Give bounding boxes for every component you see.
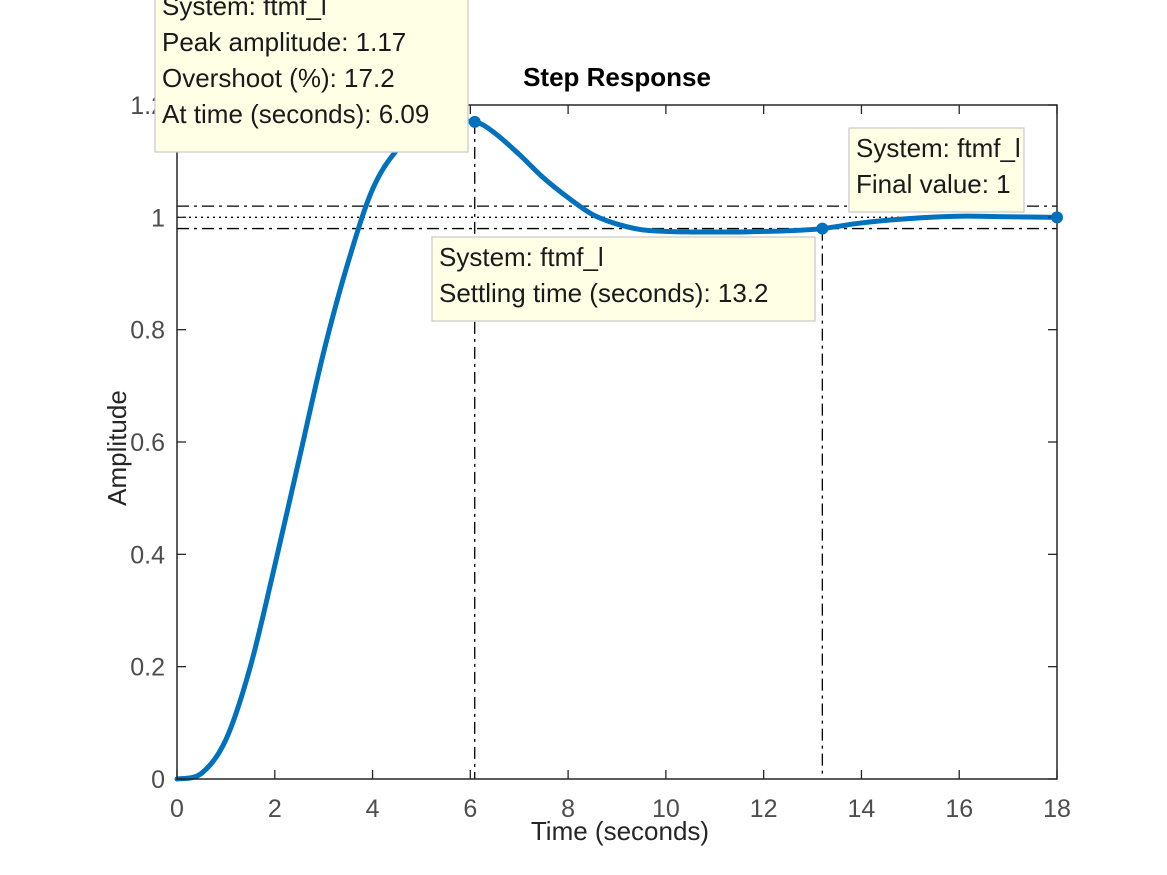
series-line-ftmf_l [174,118,1060,782]
datatip-final-box [848,127,1025,213]
datatip-peak-box [154,0,469,153]
x-tick-label: 6 [463,795,477,823]
datatip-final: System: ftmf_l Final value: 1 [848,127,1025,213]
x-tick-label: 2 [268,795,282,823]
x-tick-label: 12 [750,795,778,823]
chart-title: Step Response [523,62,711,92]
datatip-settling-box [431,236,816,322]
datatip-peak-line: Overshoot (%): 17.2 [162,63,395,93]
datatip-marker-settling [816,222,829,235]
y-tick-label: 0.2 [130,654,165,682]
datatip-peak: System: ftmf_l Peak amplitude: 1.17 Oversh… [154,0,469,153]
x-tick-label: 16 [945,795,973,823]
datatip-settling-line: System: ftmf_l [439,242,604,272]
x-tick-label: 10 [652,795,680,823]
y-tick-label: 0.6 [130,429,165,457]
y-tick-label: 0 [151,766,165,794]
y-tick-label: 0.8 [130,317,165,345]
y-axis-label: Amplitude [102,390,132,506]
x-tick-label: 8 [561,795,575,823]
x-tick-label: 4 [366,795,380,823]
datatip-peak-line: At time (seconds): 6.09 [162,99,429,129]
datatip-marker-peak [468,115,481,128]
y-tick-label: 1 [151,204,165,232]
datatip-peak-line: System: ftmf_l [162,0,327,21]
x-axis-label: Time (seconds) [531,816,709,846]
datatip-final-line: System: ftmf_l [856,133,1021,163]
datatip-settling-line: Settling time (seconds): 13.2 [439,278,769,308]
datatip-peak-line: Peak amplitude: 1.17 [162,27,406,57]
datatip-final-line: Final value: 1 [856,169,1011,199]
datatip-settling: System: ftmf_l Settling time (seconds): 1… [431,236,816,322]
y-tick-label: 0.4 [130,541,165,569]
x-tick-label: 0 [170,795,184,823]
datatip-marker-final [1051,211,1063,224]
x-tick-label: 14 [848,795,876,823]
x-tick-label: 18 [1043,795,1071,823]
